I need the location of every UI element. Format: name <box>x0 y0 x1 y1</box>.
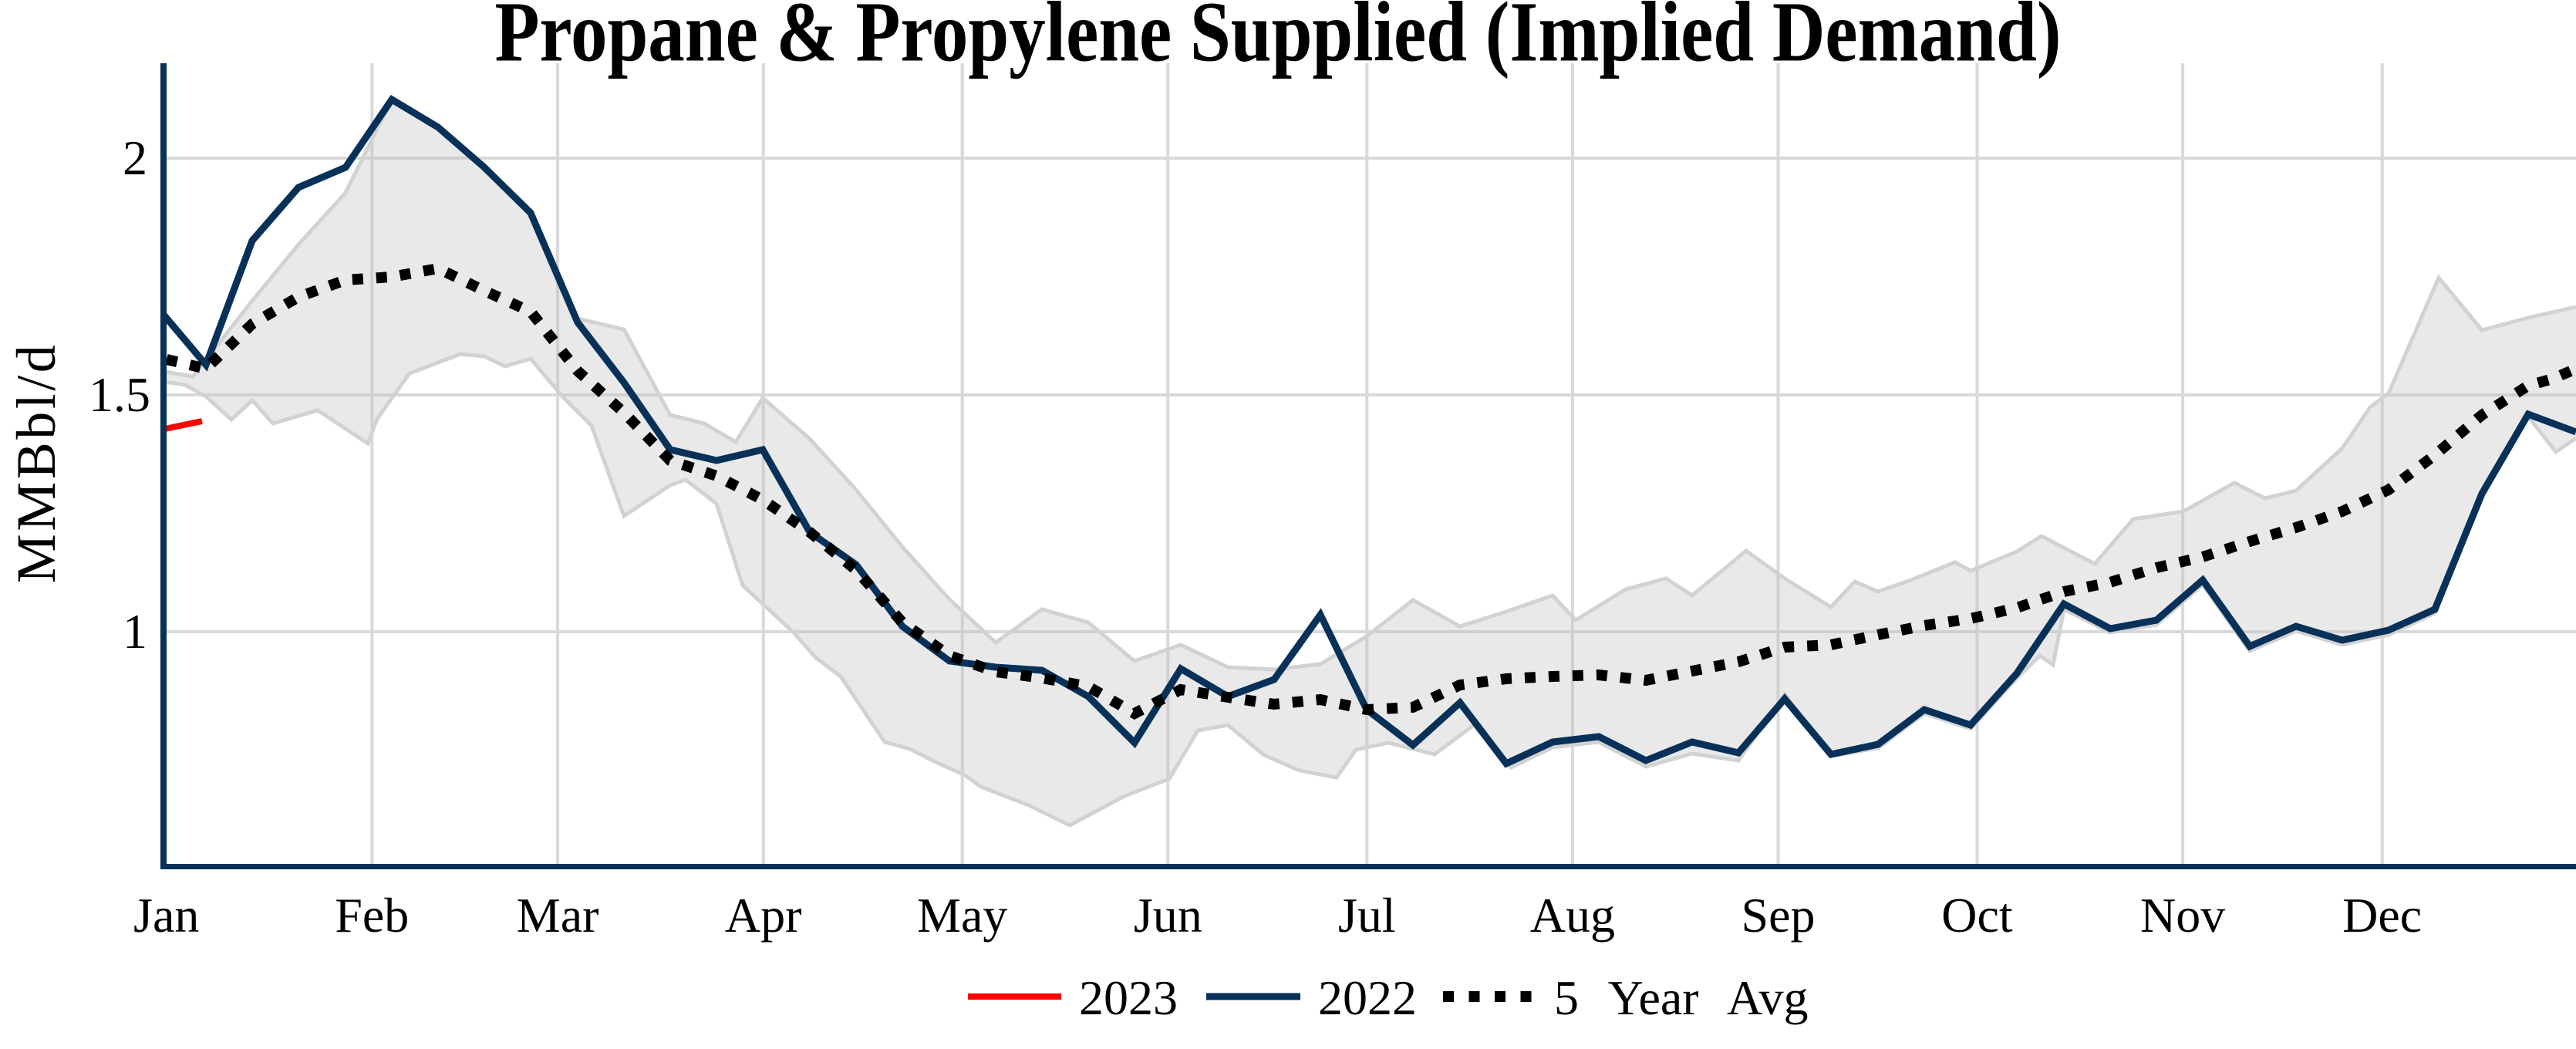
svg-text:Mar: Mar <box>517 888 599 943</box>
svg-text:2: 2 <box>123 130 147 185</box>
svg-text:2023: 2023 <box>1079 970 1178 1025</box>
svg-text:Propane & Propylene Supplied (: Propane & Propylene Supplied (Implied De… <box>495 0 2062 79</box>
svg-text:2022: 2022 <box>1318 970 1417 1025</box>
svg-text:MMBbl/d: MMBbl/d <box>5 342 67 584</box>
svg-text:1: 1 <box>123 604 147 659</box>
svg-text:Jan: Jan <box>133 888 199 943</box>
svg-text:Sep: Sep <box>1741 888 1816 943</box>
svg-text:May: May <box>917 888 1007 943</box>
svg-text:Feb: Feb <box>335 888 409 943</box>
svg-text:Jul: Jul <box>1338 888 1396 943</box>
svg-text:Jun: Jun <box>1134 888 1202 943</box>
svg-text:Nov: Nov <box>2140 888 2225 943</box>
svg-text:1.5: 1.5 <box>89 367 150 422</box>
svg-text:Apr: Apr <box>725 888 802 943</box>
svg-text:5 Year Avg: 5 Year Avg <box>1554 970 1809 1025</box>
svg-text:Oct: Oct <box>1941 888 2013 943</box>
svg-text:Aug: Aug <box>1530 888 1615 943</box>
svg-text:Dec: Dec <box>2342 888 2422 943</box>
